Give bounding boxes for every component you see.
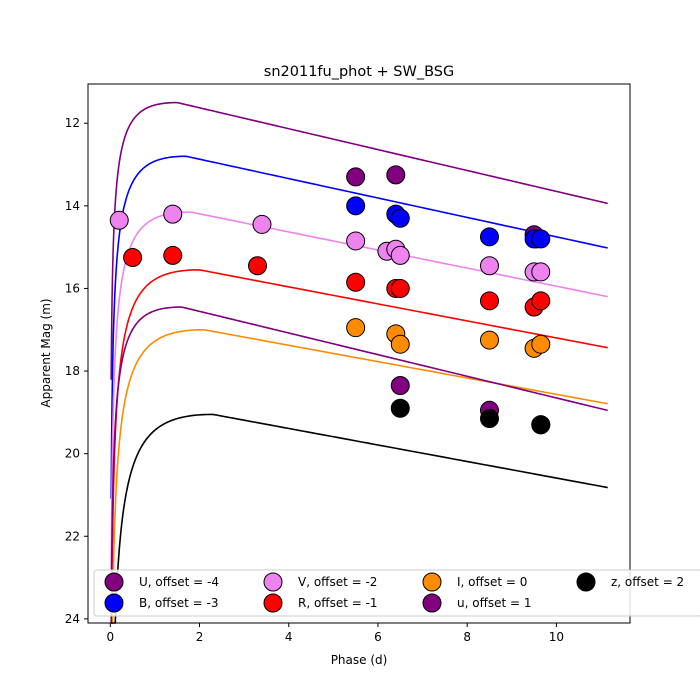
y-tick-label: 16 (65, 281, 80, 295)
data-point-2 (531, 262, 551, 282)
x-axis-ticks: 0 2 4 6 8 10 (106, 623, 564, 644)
y-tick-label: 14 (65, 199, 80, 213)
x-tick-label: 2 (196, 630, 204, 644)
data-points (109, 165, 551, 435)
data-point-4 (390, 334, 410, 354)
data-point-0 (346, 167, 366, 187)
data-point-3 (479, 291, 499, 311)
data-point-3 (346, 272, 366, 292)
data-point-2 (109, 210, 129, 230)
y-tick-label: 22 (65, 529, 80, 543)
data-point-4 (346, 318, 366, 338)
data-point-0 (386, 165, 406, 185)
y-tick-label: 20 (65, 447, 80, 461)
y-tick-label: 24 (65, 612, 80, 626)
plot-frame (87, 83, 631, 624)
data-point-1 (479, 227, 499, 247)
legend-label-6: z, offset = 2 (611, 575, 684, 589)
data-point-4 (479, 330, 499, 350)
legend-label-2: V, offset = -2 (298, 575, 377, 589)
y-tick-label: 12 (65, 116, 80, 130)
data-point-3 (531, 291, 551, 311)
data-point-2 (252, 214, 272, 234)
data-point-3 (163, 245, 183, 265)
data-point-6 (479, 409, 499, 429)
legend-marker-4 (422, 572, 442, 592)
x-tick-label: 6 (374, 630, 382, 644)
legend-label-3: R, offset = -1 (298, 596, 378, 610)
y-axis-ticks: 12 14 16 18 20 22 24 (65, 116, 88, 626)
legend-label-5: u, offset = 1 (457, 596, 532, 610)
legend-label-0: U, offset = -4 (139, 575, 219, 589)
data-point-3 (390, 278, 410, 298)
legend-label-4: I, offset = 0 (457, 575, 527, 589)
data-point-2 (479, 256, 499, 276)
data-point-1 (346, 196, 366, 216)
data-point-1 (390, 208, 410, 228)
model-curve-2 (110, 211, 608, 581)
legend-marker-6 (576, 572, 596, 592)
data-point-3 (248, 256, 268, 276)
data-point-1 (531, 229, 551, 249)
legend-marker-5 (422, 593, 442, 613)
data-point-3 (123, 247, 143, 267)
x-tick-label: 4 (285, 630, 293, 644)
x-tick-label: 8 (463, 630, 471, 644)
legend-marker-2 (263, 572, 283, 592)
legend-frame (93, 569, 700, 617)
x-axis-label: Phase (d) (331, 653, 388, 667)
legend-marker-3 (263, 593, 283, 613)
data-point-6 (531, 415, 551, 435)
data-point-2 (346, 231, 366, 251)
legend: U, offset = -4 B, offset = -3 V, offset = … (93, 569, 700, 617)
x-tick-label: 10 (549, 630, 564, 644)
model-curve-5 (110, 306, 608, 624)
data-point-2 (163, 204, 183, 224)
chart-title: sn2011fu_phot + SW_BSG (264, 64, 454, 80)
data-point-5 (390, 376, 410, 396)
model-curve-0 (110, 101, 608, 380)
legend-label-1: B, offset = -3 (139, 596, 218, 610)
y-axis-label: Apparent Mag (m) (39, 298, 53, 407)
legend-marker-1 (104, 593, 124, 613)
model-curves (110, 101, 608, 624)
y-tick-label: 18 (65, 364, 80, 378)
data-point-6 (390, 398, 410, 418)
legend-marker-0 (104, 572, 124, 592)
data-point-2 (390, 245, 410, 265)
x-tick-label: 0 (106, 630, 114, 644)
data-point-4 (531, 334, 551, 354)
model-curve-1 (110, 155, 608, 499)
